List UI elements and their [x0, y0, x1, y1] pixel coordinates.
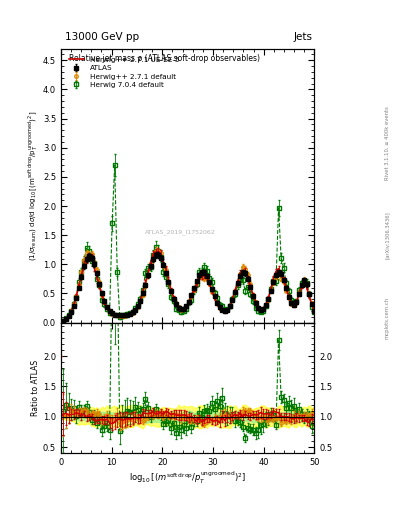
- Herwig++ 2.7.1 UE-EE-5: [302, 279, 307, 285]
- Herwig++ 2.7.1 UE-EE-5: [59, 319, 63, 326]
- X-axis label: $\log_{10}[(m^{\rm soft\,drop}/p_T^{\rm ungroomed})^2]$: $\log_{10}[(m^{\rm soft\,drop}/p_T^{\rm …: [129, 470, 246, 486]
- Herwig++ 2.7.1 UE-EE-5: [107, 309, 112, 315]
- Herwig++ 2.7.1 UE-EE-5: [118, 313, 122, 319]
- Text: [arXiv:1306.3436]: [arXiv:1306.3436]: [385, 211, 389, 260]
- Y-axis label: $(1/\sigma_{\rm resum})$ d$\sigma$/d $\log_{10}$[(m$^{\rm soft\,drop}$/p$_T^{\rm: $(1/\sigma_{\rm resum})$ d$\sigma$/d $\l…: [26, 111, 40, 261]
- Herwig++ 2.7.1 UE-EE-5: [312, 308, 317, 314]
- Text: mcplots.cern.ch: mcplots.cern.ch: [385, 296, 389, 338]
- Text: 13000 GeV pp: 13000 GeV pp: [65, 32, 139, 42]
- Text: ATLAS_2019_I1752062: ATLAS_2019_I1752062: [145, 229, 215, 235]
- Legend: Herwig++ 2.7.1 UE-EE-5, ATLAS, Herwig++ 2.7.1 default, Herwig 7.0.4 default: Herwig++ 2.7.1 UE-EE-5, ATLAS, Herwig++ …: [67, 55, 181, 90]
- Text: Relative jet mass ρ (ATLAS soft-drop observables): Relative jet mass ρ (ATLAS soft-drop obs…: [68, 54, 259, 63]
- Herwig++ 2.7.1 UE-EE-5: [212, 295, 217, 301]
- Herwig++ 2.7.1 UE-EE-5: [156, 248, 161, 254]
- Herwig++ 2.7.1 UE-EE-5: [192, 286, 196, 292]
- Herwig++ 2.7.1 UE-EE-5: [294, 299, 299, 305]
- Text: Rivet 3.1.10, ≥ 400k events: Rivet 3.1.10, ≥ 400k events: [385, 106, 389, 180]
- Y-axis label: Ratio to ATLAS: Ratio to ATLAS: [31, 360, 40, 416]
- Line: Herwig++ 2.7.1 UE-EE-5: Herwig++ 2.7.1 UE-EE-5: [61, 251, 314, 323]
- Text: Jets: Jets: [294, 32, 312, 42]
